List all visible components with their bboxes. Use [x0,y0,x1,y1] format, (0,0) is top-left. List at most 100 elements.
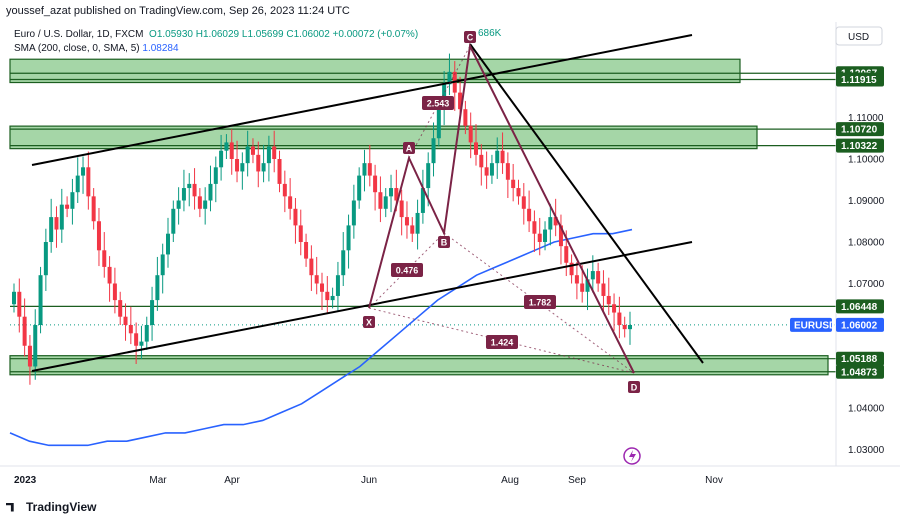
candle [431,122,436,177]
candle-body [181,188,186,201]
sma-200-line [9,228,633,447]
candle-body [548,217,553,230]
harmonic-pattern: X A B C D 0.476 2.543 1.782 1.424 [363,31,640,393]
candle [320,272,324,311]
pattern-point-x[interactable]: X [363,316,375,328]
pattern-point-d[interactable]: D [628,381,640,393]
candle-body [288,196,293,209]
candle [22,298,27,357]
price-level-badge: 1.10720 [836,122,884,137]
pattern-ratio: 2.543 [422,96,454,110]
candle-body [38,275,43,325]
candle [197,188,202,218]
candle-body [96,221,101,251]
pattern-point-label: A [406,144,413,154]
candle-body [415,212,420,234]
candle [17,278,22,333]
candle [240,152,245,190]
footer: TradingView [6,500,96,514]
candle [404,201,409,239]
candle-body [357,175,362,201]
candle [574,261,579,300]
candle [351,184,356,239]
pattern-point-label: B [441,238,448,248]
candle-body [532,221,537,234]
candle-body [17,291,22,317]
candle-body [144,325,149,342]
candle-body [564,246,569,263]
x-tick-label: Sep [568,475,586,486]
candle [585,268,590,311]
candle-body [373,175,378,193]
price-level-badge: 1.04873 [836,364,884,379]
symbol-badge-label: EURUSD [794,320,836,331]
candle-body [500,150,505,164]
candle-body [553,217,558,226]
candle [463,100,468,135]
candle [59,188,64,243]
candle-body [601,283,606,296]
candle [33,309,38,380]
candle-body [346,225,351,251]
candle [229,129,234,175]
y-tick-label: 1.11000 [848,113,884,124]
candle-body [229,142,234,159]
candle [612,293,617,331]
current-price-badge-bg [836,317,884,332]
candle [378,176,383,223]
pattern-ratio-line [443,232,635,374]
candle [245,130,250,177]
candle [261,144,266,183]
candle [569,254,574,284]
candle [282,170,287,213]
candle [335,261,340,312]
candle-body [574,275,579,284]
pattern-point-label: X [366,318,372,328]
candle [314,256,319,295]
candle [86,151,91,210]
pattern-ratio-badge [486,335,518,349]
trend-lines [31,34,704,372]
candle-body [54,217,59,230]
candle-body [394,188,399,201]
price-level-badge-bg [836,138,884,153]
price-level-badge-label: 1.10322 [841,141,878,152]
candle-body [65,204,70,209]
candle-body [277,159,282,184]
legend-ohlc: O1.05930 H1.06029 L1.05699 C1.06002 +0.0… [149,29,419,40]
trend-line [31,34,693,166]
candle-body [505,163,510,180]
candle-body [612,304,617,313]
x-tick-label: Apr [224,475,240,486]
currency-button[interactable] [835,26,883,46]
y-tick-label: 1.08000 [848,238,885,249]
candle-body [224,142,229,151]
candle-body [59,204,64,230]
pattern-point-c[interactable]: C [464,31,476,43]
pattern-point-b[interactable]: B [438,236,450,248]
candle-body [235,159,240,172]
candle-body [91,196,96,222]
alert-icon[interactable] [623,447,641,465]
candle [410,217,415,242]
candle-body [527,208,532,222]
candle [219,134,224,181]
candle-body [389,188,394,197]
pattern-ratio-badge [524,295,556,309]
candle [596,262,601,292]
candle [447,53,452,96]
y-tick-label: 1.07000 [848,279,885,290]
candle [383,188,388,218]
y-tick-label: 1.03000 [848,445,885,456]
price-level-badge: 1.10322 [836,138,884,153]
pattern-point-a[interactable]: A [403,142,415,154]
candle [484,151,489,189]
candle-body [166,233,170,255]
candle [543,221,548,251]
candle [49,198,54,253]
candle-body [150,300,155,325]
candle [558,214,563,265]
price-level-badge: 1.11915 [836,72,884,87]
pattern-point-badge [403,142,415,154]
